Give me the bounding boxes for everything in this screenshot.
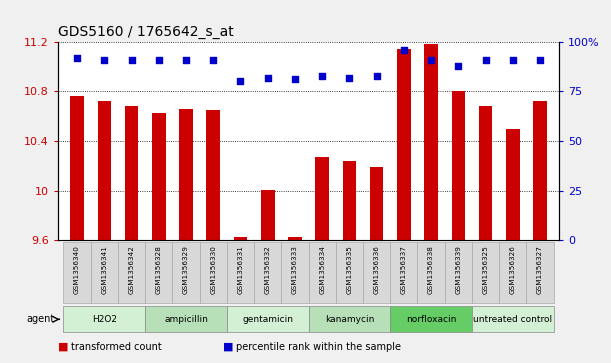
Bar (70, 97, 84, 240)
Point (426, 57, 436, 62)
FancyBboxPatch shape (172, 242, 200, 303)
Bar (152, 113, 166, 240)
Text: kanamycin: kanamycin (324, 315, 374, 324)
FancyBboxPatch shape (309, 306, 390, 333)
Point (72, 55, 82, 61)
Text: GSM1356327: GSM1356327 (537, 246, 543, 294)
Text: GSM1356339: GSM1356339 (455, 246, 461, 294)
Point (371, 73, 381, 78)
Text: GSM1356338: GSM1356338 (428, 246, 434, 294)
Point (154, 57, 164, 62)
FancyBboxPatch shape (417, 242, 445, 303)
Text: ampicillin: ampicillin (164, 315, 208, 324)
Bar (506, 129, 519, 240)
Bar (233, 237, 247, 240)
Bar (288, 237, 302, 240)
Text: GDS5160 / 1765642_s_at: GDS5160 / 1765642_s_at (58, 25, 234, 39)
Point (345, 75, 354, 81)
FancyBboxPatch shape (200, 242, 227, 303)
Point (508, 57, 518, 62)
Text: GSM1356328: GSM1356328 (156, 246, 162, 294)
Bar (533, 101, 547, 240)
Bar (343, 161, 356, 240)
Text: GSM1356340: GSM1356340 (74, 246, 80, 294)
Bar (315, 157, 329, 240)
Text: GSM1356342: GSM1356342 (128, 246, 134, 294)
FancyBboxPatch shape (445, 242, 472, 303)
Text: percentile rank within the sample: percentile rank within the sample (236, 342, 401, 352)
FancyBboxPatch shape (64, 242, 90, 303)
Text: GSM1356341: GSM1356341 (101, 246, 108, 294)
FancyBboxPatch shape (390, 306, 472, 333)
Point (100, 57, 109, 62)
Text: gentamicin: gentamicin (242, 315, 293, 324)
FancyBboxPatch shape (472, 306, 554, 333)
Text: GSM1356333: GSM1356333 (292, 246, 298, 294)
FancyBboxPatch shape (227, 242, 254, 303)
Text: transformed count: transformed count (71, 342, 163, 352)
Text: ■: ■ (223, 342, 233, 352)
FancyBboxPatch shape (118, 242, 145, 303)
FancyBboxPatch shape (145, 306, 227, 333)
Text: GSM1356325: GSM1356325 (483, 246, 489, 294)
Point (126, 57, 136, 62)
Text: GSM1356331: GSM1356331 (238, 246, 243, 294)
FancyBboxPatch shape (145, 242, 172, 303)
Text: GSM1356330: GSM1356330 (210, 246, 216, 294)
FancyBboxPatch shape (309, 242, 336, 303)
Bar (424, 44, 438, 240)
Bar (207, 110, 220, 240)
Bar (125, 106, 138, 240)
Point (208, 57, 218, 62)
Text: GSM1356337: GSM1356337 (401, 246, 407, 294)
Bar (479, 106, 492, 240)
FancyBboxPatch shape (281, 242, 309, 303)
Text: GSM1356334: GSM1356334 (319, 246, 325, 294)
Point (317, 73, 327, 78)
FancyBboxPatch shape (64, 306, 145, 333)
Text: GSM1356326: GSM1356326 (510, 246, 516, 294)
Point (263, 75, 273, 81)
FancyBboxPatch shape (227, 306, 309, 333)
FancyBboxPatch shape (499, 242, 527, 303)
FancyBboxPatch shape (254, 242, 281, 303)
Point (181, 57, 191, 62)
Bar (370, 167, 384, 240)
Text: ■: ■ (58, 342, 68, 352)
Text: GSM1356336: GSM1356336 (374, 246, 379, 294)
Bar (98, 101, 111, 240)
Bar (452, 91, 465, 240)
Bar (397, 49, 411, 240)
Bar (179, 109, 193, 240)
Bar (261, 189, 274, 240)
Text: GSM1356332: GSM1356332 (265, 246, 271, 294)
Point (290, 77, 300, 82)
Text: GSM1356335: GSM1356335 (346, 246, 353, 294)
Text: norfloxacin: norfloxacin (406, 315, 456, 324)
FancyBboxPatch shape (390, 242, 417, 303)
FancyBboxPatch shape (527, 242, 554, 303)
FancyBboxPatch shape (90, 242, 118, 303)
Point (399, 47, 409, 53)
Text: H2O2: H2O2 (92, 315, 117, 324)
FancyBboxPatch shape (472, 242, 499, 303)
Point (453, 63, 463, 69)
Point (481, 57, 491, 62)
Text: agent: agent (27, 314, 55, 325)
Point (535, 57, 545, 62)
FancyBboxPatch shape (336, 242, 363, 303)
Point (236, 78, 246, 84)
Text: GSM1356329: GSM1356329 (183, 246, 189, 294)
Text: untreated control: untreated control (473, 315, 552, 324)
FancyBboxPatch shape (363, 242, 390, 303)
